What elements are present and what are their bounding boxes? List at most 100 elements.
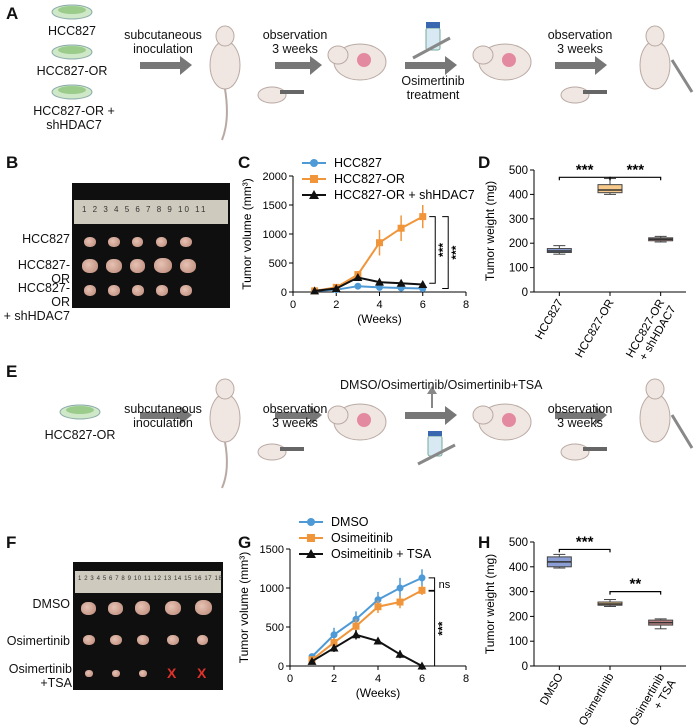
panel-a-illustration [51,4,694,141]
y-tick-label: 1500 [260,544,284,556]
significance-label: *** [576,533,594,550]
y-tick-label: 0 [522,287,528,299]
arrow-icon [405,56,457,75]
tumor-photo-b: 1 2 3 4 5 6 7 8 9 10 11 [72,183,230,308]
drug-vial-icon [412,22,451,60]
panel-e-schematic [0,360,696,495]
legend-label: HCC827 [334,156,382,170]
mouse-caliper-icon [257,86,304,104]
panel-h-label: H [478,533,491,552]
mouse-upright-icon [209,25,241,141]
mouse-upright-icon [639,378,671,443]
tumor [156,285,168,296]
petri-dish-icon [51,4,93,20]
step-osimertinib-treatment: Osimertinib treatment [401,74,465,102]
mouse-tumor-icon [472,403,532,441]
ruler [75,571,221,593]
data-point [418,279,428,288]
panel-a-label: A [6,4,19,23]
mouse-caliper-icon [560,443,607,461]
step-observation-e2: observation 3 weeks [547,402,613,430]
data-point [330,639,338,647]
tumor [167,635,179,645]
x-tick-label: 6 [419,673,425,685]
panel-g-label: G [238,533,252,552]
legend-label: Osimeitinib + TSA [331,547,432,561]
tumor [84,237,96,247]
legend-label: Osimeitinib [331,531,393,545]
drug-vial-icon [417,431,456,466]
data-point [351,630,361,639]
no-tumor-mark: X [167,665,177,681]
y-tick-label: 1000 [263,229,287,241]
mouse-caliper-icon [257,443,304,461]
panel-c-label: C [238,153,251,172]
x-tick-label: 2 [333,299,339,311]
y-axis-label: Tumor volume (mm³) [237,552,251,664]
tumor [165,601,181,615]
arrow-icon [405,406,457,425]
y-tick-label: 300 [509,214,528,226]
tumor [84,285,96,296]
tumor [108,285,120,296]
row-label-dmso: DMSO [32,597,71,611]
legend-label: HCC827-OR [334,172,405,186]
tumor [132,285,144,296]
group-label-e: HCC827-OR [44,428,116,442]
significance-label: *** [576,161,594,178]
row-label-hcc827-or: HCC827-OR [17,258,70,286]
legend-marker [307,534,315,542]
data-point [373,636,383,645]
y-tick-label: 0 [278,661,284,673]
mouse-upright-icon [209,378,241,489]
legend-marker [310,175,318,183]
ruler-scale: 1 2 3 4 5 6 7 8 9 10 11 12 13 14 15 16 1… [78,576,223,582]
step-observation-1: observation 3 weeks [262,28,328,56]
tumor [130,259,145,273]
y-tick-label: 200 [509,238,528,250]
x-tick-label: 8 [463,299,469,311]
significance-bracket [429,216,436,284]
significance-label: *** [627,161,645,178]
x-axis-label: (Weeks) [356,686,400,700]
mouse-tumor-icon [472,43,532,81]
data-point [396,278,406,287]
y-axis-label: Tumor weight (mg) [483,181,497,281]
row-label-osimertinib: Osimertinib [6,634,70,648]
treatment-label-e: DMSO/Osimertinib/Osimertinib+TSA [340,378,543,392]
significance-bracket [609,176,662,181]
legend-marker [307,518,315,526]
arrow-icon [275,56,322,75]
data-point [374,603,382,611]
data-point [397,224,405,232]
mouse-tumor-icon [327,43,387,81]
x-tick-label-line: DMSO [538,671,566,707]
tumor [81,602,96,615]
data-point [396,584,404,592]
row-label-hcc827: HCC827 [22,232,70,246]
tumor [112,670,120,677]
tumor [82,259,98,273]
y-tick-label: 400 [509,562,528,574]
step-observation-e1: observation 3 weeks [262,402,328,430]
y-tick-label: 0 [281,287,287,299]
surgical-tool-icon [670,414,694,449]
tumor-photo-f: 1 2 3 4 5 6 7 8 9 10 11 12 13 14 15 16 1… [73,562,223,690]
data-point [374,596,382,604]
panel-e-illustration [59,378,694,489]
significance-label: *** [449,245,463,259]
data-point [329,643,339,652]
y-tick-label: 500 [509,165,528,177]
x-tick-label-line: Osimertinib [577,672,616,725]
tumor [195,600,212,615]
petri-dish-icon [51,44,93,60]
data-point [417,661,427,670]
y-tick-label: 500 [509,537,528,549]
tumor [156,237,167,247]
legend-label: DMSO [331,515,369,529]
significance-label: ** [629,576,641,593]
significance-label: ns [439,579,451,591]
group-label-hcc827: HCC827 [48,24,96,38]
mouse-caliper-icon [560,86,607,104]
